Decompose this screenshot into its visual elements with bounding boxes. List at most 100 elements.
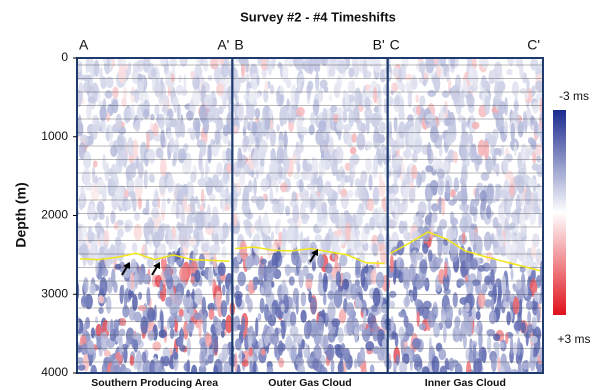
texture <box>180 327 184 347</box>
texture <box>247 180 253 193</box>
texture <box>326 108 331 120</box>
texture <box>505 230 512 243</box>
texture <box>150 113 155 121</box>
texture <box>115 113 122 131</box>
texture <box>207 354 214 364</box>
texture <box>95 120 101 131</box>
texture <box>200 163 205 181</box>
texture <box>154 360 163 373</box>
texture <box>431 203 439 212</box>
texture <box>200 350 205 363</box>
texture <box>193 245 198 257</box>
texture <box>311 326 319 334</box>
texture <box>508 251 516 264</box>
texture <box>415 279 423 291</box>
texture <box>354 296 361 309</box>
texture <box>141 351 147 363</box>
panel-left-label: A <box>79 37 89 53</box>
texture <box>436 65 442 78</box>
y-tick-label: 4000 <box>41 365 68 379</box>
texture <box>315 128 323 146</box>
texture <box>113 222 119 230</box>
texture <box>175 84 184 96</box>
texture <box>168 236 173 251</box>
texture <box>157 319 162 330</box>
texture <box>200 188 205 204</box>
texture <box>487 334 492 354</box>
texture <box>340 237 345 246</box>
texture <box>314 234 322 243</box>
texture <box>348 355 353 369</box>
texture <box>236 252 242 263</box>
texture <box>253 254 260 266</box>
y-tick-label: 2000 <box>41 208 68 222</box>
texture <box>339 254 348 267</box>
texture <box>248 92 255 104</box>
texture <box>110 145 118 157</box>
texture <box>133 311 142 323</box>
texture <box>325 343 335 361</box>
texture <box>400 336 405 351</box>
texture <box>124 223 131 233</box>
texture <box>393 116 398 133</box>
texture <box>425 113 435 122</box>
texture <box>90 364 98 373</box>
texture <box>203 58 209 72</box>
texture <box>212 253 217 270</box>
texture <box>243 135 250 147</box>
texture <box>372 287 381 307</box>
texture <box>227 140 231 147</box>
texture <box>194 269 201 283</box>
texture <box>372 345 381 355</box>
texture <box>80 294 88 308</box>
texture <box>162 355 170 367</box>
texture <box>99 67 103 83</box>
texture <box>110 268 116 287</box>
texture <box>258 263 265 281</box>
texture <box>137 161 144 179</box>
texture <box>351 78 355 96</box>
texture <box>371 242 378 257</box>
texture <box>466 246 473 262</box>
texture <box>388 219 397 229</box>
texture <box>461 165 468 184</box>
texture <box>412 74 416 89</box>
texture <box>405 81 411 92</box>
texture <box>270 231 274 241</box>
texture <box>171 158 177 167</box>
texture <box>441 90 450 98</box>
texture <box>443 323 447 344</box>
texture <box>207 74 213 82</box>
texture <box>191 89 201 107</box>
texture <box>375 112 383 123</box>
texture <box>282 64 289 84</box>
texture <box>213 243 221 254</box>
texture <box>87 96 97 104</box>
texture <box>94 221 103 234</box>
texture <box>330 122 336 130</box>
texture <box>213 364 219 373</box>
texture <box>214 179 223 193</box>
texture <box>254 107 261 119</box>
texture <box>448 199 456 206</box>
texture <box>152 341 162 351</box>
texture <box>470 223 477 230</box>
texture <box>397 202 405 216</box>
texture <box>513 142 518 157</box>
texture <box>305 278 313 290</box>
texture <box>243 219 251 227</box>
texture <box>509 184 515 197</box>
texture <box>205 213 212 224</box>
texture <box>90 183 100 202</box>
texture <box>215 82 224 96</box>
texture <box>150 67 157 78</box>
texture <box>472 279 481 286</box>
texture <box>354 188 359 198</box>
texture <box>180 209 185 228</box>
texture <box>474 229 479 246</box>
texture <box>123 107 131 124</box>
texture <box>236 161 245 169</box>
texture <box>524 189 532 206</box>
texture <box>98 307 104 315</box>
panel-left-label: B <box>234 37 243 53</box>
